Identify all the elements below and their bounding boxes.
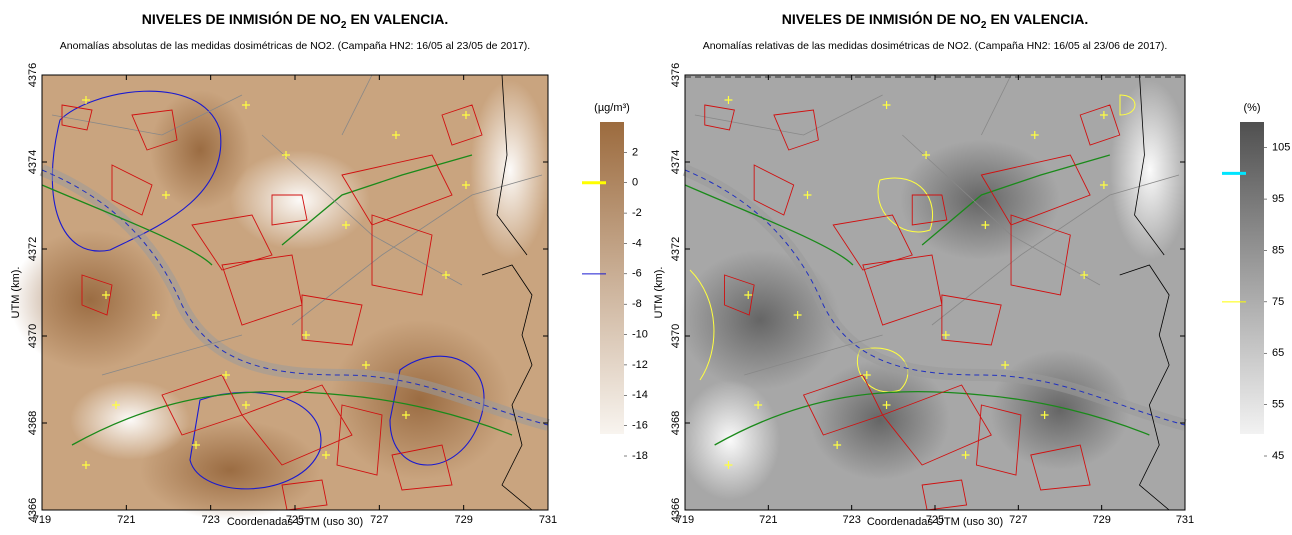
title-subscript: 2 [981, 20, 987, 31]
colorbar-label: (%) [1243, 102, 1260, 114]
title-text: NIVELES DE INMISIÓN DE NO [782, 10, 981, 27]
title-text: NIVELES DE INMISIÓN DE NO [142, 10, 341, 27]
colorbar-tick-label: 95 [1272, 193, 1284, 205]
colorbar-tick-label: 105 [1272, 142, 1290, 154]
figure: NIVELES DE INMISIÓN DE NO2EN VALENCIA.An… [0, 0, 1292, 530]
colorbar-tick-label: -6 [632, 268, 642, 280]
x-axis-label: Coordenadas UTM (uso 30) [227, 516, 363, 528]
y-axis-label: UTM (km). [10, 267, 22, 319]
colorbar-tick-label: 75 [1272, 296, 1284, 308]
colorbar-tick-label: -2 [632, 207, 642, 219]
x-tick-label: 731 [539, 514, 557, 526]
colorbar-tick-label: -18 [632, 450, 648, 462]
y-tick-label: 4374 [670, 150, 682, 174]
y-tick-label: 4372 [670, 237, 682, 261]
colorbar-tick-label: 2 [632, 146, 638, 158]
title-subscript: 2 [341, 20, 347, 31]
panel-subtitle: Anomalías absolutas de las medidas dosim… [60, 40, 530, 52]
title-end: EN VALENCIA. [990, 11, 1088, 27]
y-tick-label: 4370 [670, 324, 682, 348]
y-tick-label: 4368 [27, 411, 39, 435]
colorbar-tick-label: 55 [1272, 399, 1284, 411]
y-tick-label: 4366 [670, 498, 682, 522]
colorbar-tick-label: -10 [632, 328, 648, 340]
colorbar-tick-label: -4 [632, 237, 642, 249]
colorbar-label: (µg/m³) [594, 102, 630, 114]
colorbar-tick-label: -12 [632, 359, 648, 371]
x-tick-label: 721 [759, 514, 777, 526]
y-tick-label: 4374 [27, 150, 39, 174]
colorbar-tick-label: -14 [632, 389, 648, 401]
colorbar-tick-label: 0 [632, 177, 638, 189]
panel-subtitle: Anomalías relativas de las medidas dosim… [703, 40, 1168, 52]
colorbar-tick-label: 65 [1272, 347, 1284, 359]
y-tick-label: 4376 [27, 63, 39, 87]
colorbar-tick-label: -16 [632, 420, 648, 432]
panel-right-map [680, 75, 1190, 510]
x-tick-label: 727 [370, 514, 388, 526]
colorbar-tick-label: 85 [1272, 244, 1284, 256]
y-tick-label: 4372 [27, 237, 39, 261]
y-tick-label: 4368 [670, 411, 682, 435]
title-end: EN VALENCIA. [350, 11, 448, 27]
x-tick-label: 729 [1092, 514, 1110, 526]
x-tick-label: 723 [201, 514, 219, 526]
colorbar [600, 122, 624, 434]
panel-left-map [10, 75, 550, 520]
x-axis-label: Coordenadas UTM (uso 30) [867, 516, 1003, 528]
colorbar-tick-label: 45 [1272, 450, 1284, 462]
y-tick-label: 4370 [27, 324, 39, 348]
x-tick-label: 727 [1009, 514, 1027, 526]
y-tick-label: 4366 [27, 498, 39, 522]
y-axis-label: UTM (km). [653, 267, 665, 319]
colorbar-tick-label: -8 [632, 298, 642, 310]
x-tick-label: 721 [117, 514, 135, 526]
x-tick-label: 723 [842, 514, 860, 526]
x-tick-label: 731 [1176, 514, 1194, 526]
y-tick-label: 4376 [670, 63, 682, 87]
x-tick-label: 729 [454, 514, 472, 526]
colorbar [1240, 122, 1264, 434]
